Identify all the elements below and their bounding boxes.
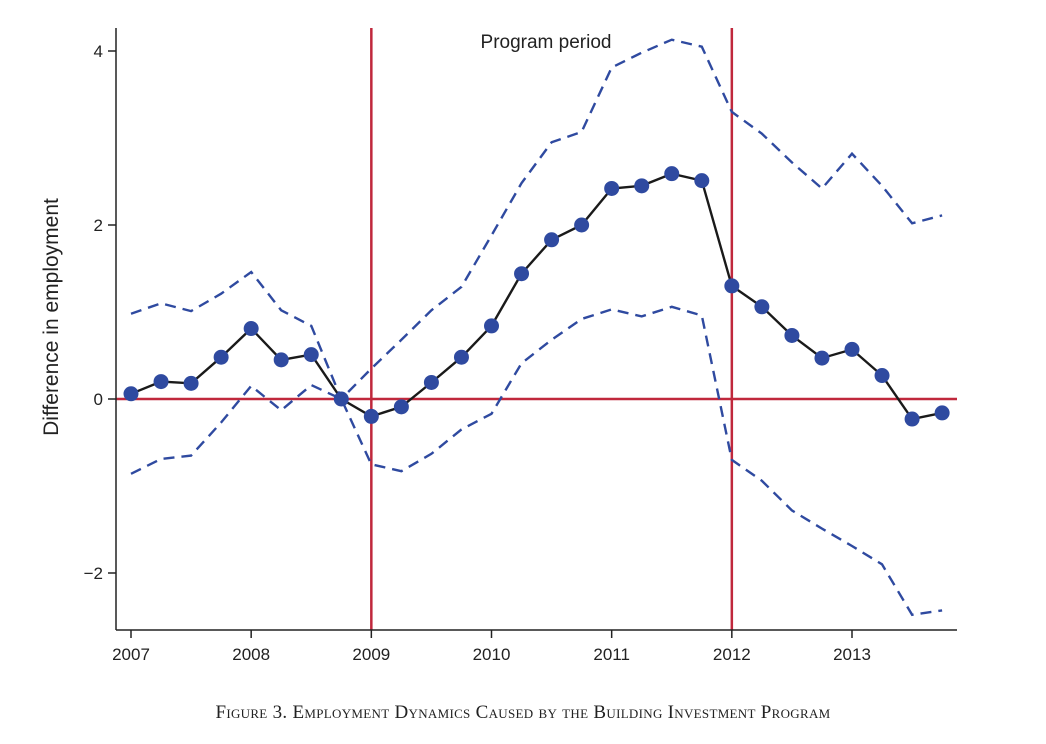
x-tick-label: 2012 <box>713 645 751 664</box>
estimate-point <box>484 318 499 334</box>
y-axis-title: Difference in employment <box>40 198 63 436</box>
estimate-point <box>634 178 650 194</box>
upper-bound-line <box>130 38 943 402</box>
estimate-point <box>183 375 199 391</box>
estimate-point <box>904 411 920 427</box>
estimate-point <box>153 374 169 390</box>
y-tick-label: 0 <box>94 390 103 409</box>
estimate-point <box>333 391 349 407</box>
estimate-series <box>123 166 950 427</box>
estimate-point <box>934 405 950 421</box>
estimate-point <box>574 217 590 233</box>
estimate-point <box>363 408 379 424</box>
estimate-point <box>844 341 860 357</box>
y-tick-label: −2 <box>84 564 103 583</box>
employment-chart: 2007 2008 2009 2010 2011 2012 2013 −2 0 2 4 Differ… <box>40 28 957 664</box>
x-tick-label: 2011 <box>593 645 630 664</box>
estimate-point <box>514 266 530 282</box>
x-tick-label: 2008 <box>232 645 270 664</box>
estimate-point <box>694 173 710 189</box>
y-tick-label: 2 <box>94 216 103 235</box>
estimate-point <box>604 180 620 196</box>
y-tick-label: 4 <box>94 42 103 61</box>
x-tick-label: 2007 <box>112 645 150 664</box>
axes <box>115 28 957 631</box>
estimate-point <box>393 399 409 415</box>
estimate-line <box>130 172 943 421</box>
lower-bound-line <box>130 305 943 617</box>
x-tick-label: 2013 <box>833 645 871 664</box>
estimate-point <box>754 299 770 315</box>
estimate-point <box>664 166 680 182</box>
estimate-point <box>123 386 139 402</box>
estimate-point <box>874 368 890 384</box>
program-period-annotation: Program period <box>481 32 612 53</box>
estimate-point <box>273 352 289 368</box>
estimate-point <box>784 327 800 343</box>
estimate-point <box>814 350 830 366</box>
estimate-point <box>453 349 469 365</box>
x-tick-label: 2010 <box>473 645 511 664</box>
confidence-bands <box>130 38 943 617</box>
reference-lines <box>116 28 957 630</box>
tick-marks: 2007 2008 2009 2010 2011 2012 2013 −2 0 2 4 <box>84 42 871 664</box>
estimate-point <box>243 321 259 337</box>
estimate-point <box>544 232 560 248</box>
estimate-point <box>303 347 319 363</box>
x-tick-label: 2009 <box>352 645 390 664</box>
estimate-point <box>724 278 740 294</box>
estimate-point <box>423 374 439 390</box>
figure-caption: Figure 3. Employment Dynamics Caused by … <box>215 702 831 723</box>
estimate-point <box>213 349 229 365</box>
